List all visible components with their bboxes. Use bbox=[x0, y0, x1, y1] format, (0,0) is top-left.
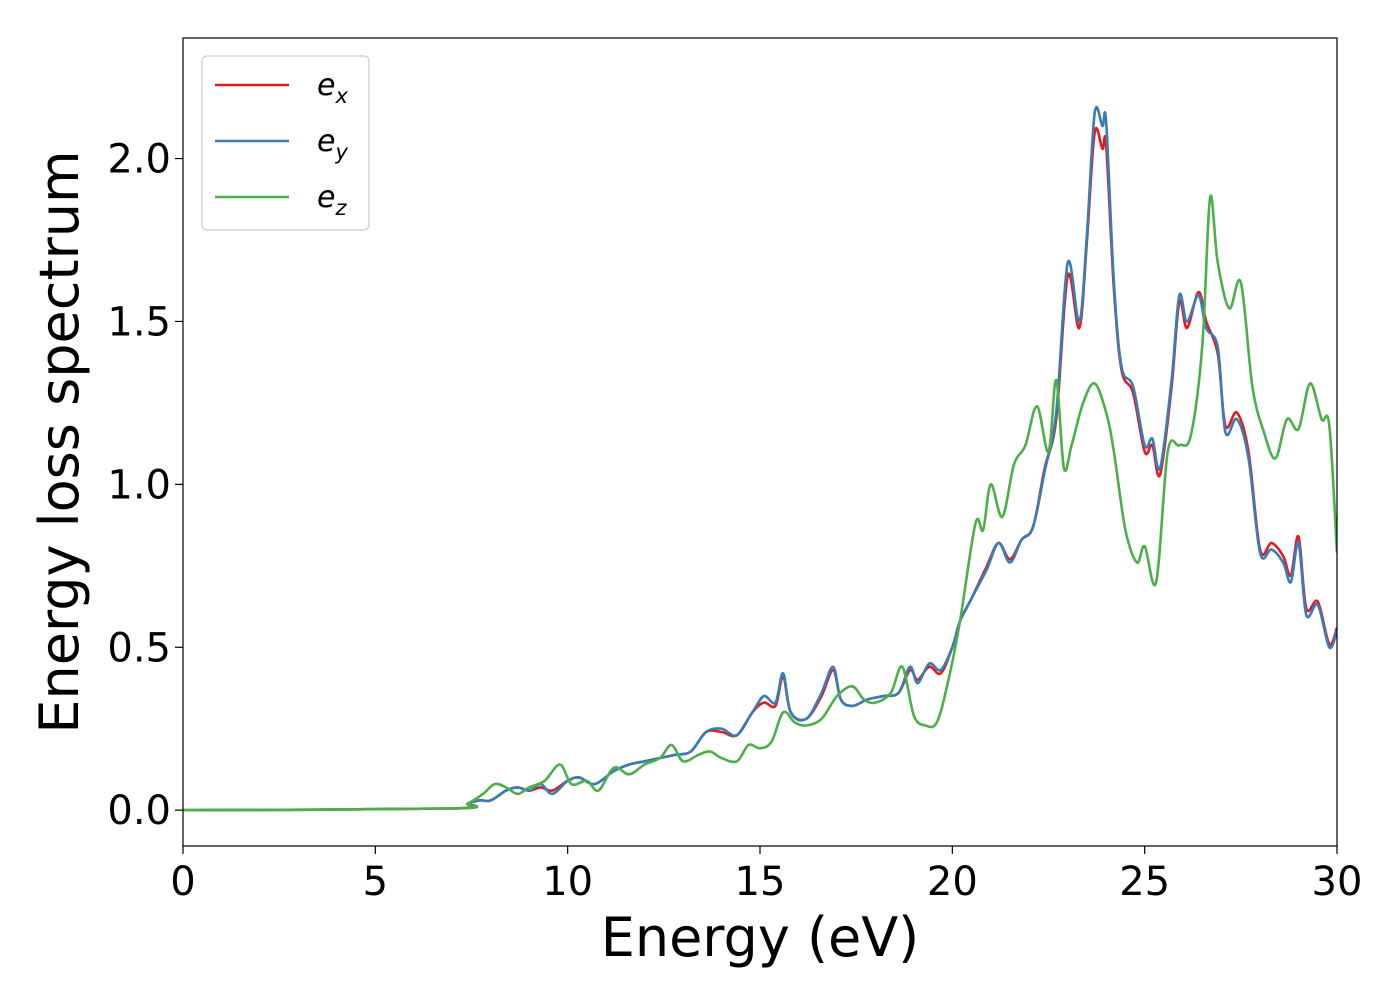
y-tick-label: 2.0 bbox=[107, 137, 171, 183]
x-tick-label: 30 bbox=[1312, 859, 1363, 905]
x-tick-label: 20 bbox=[927, 859, 978, 905]
x-axis-ticks: 0 5 10 15 20 25 30 bbox=[170, 846, 1362, 905]
x-tick-label: 0 bbox=[170, 859, 195, 905]
y-tick-label: 1.5 bbox=[107, 299, 171, 345]
x-tick-label: 5 bbox=[363, 859, 388, 905]
y-axis-title: Energy loss spectrum bbox=[28, 150, 91, 733]
y-tick-label: 1.0 bbox=[107, 462, 171, 508]
x-tick-label: 25 bbox=[1119, 859, 1170, 905]
x-axis-title: Energy (eV) bbox=[601, 906, 920, 969]
series-layer bbox=[183, 105, 1337, 812]
y-axis-ticks: 0.0 0.5 1.0 1.5 2.0 bbox=[107, 137, 183, 834]
y-tick-label: 0.0 bbox=[107, 788, 171, 834]
x-tick-label: 10 bbox=[542, 859, 593, 905]
legend-box bbox=[201, 55, 370, 231]
y-tick-label: 0.5 bbox=[107, 625, 171, 671]
x-tick-label: 15 bbox=[735, 859, 786, 905]
series-line-z bbox=[183, 194, 1337, 812]
